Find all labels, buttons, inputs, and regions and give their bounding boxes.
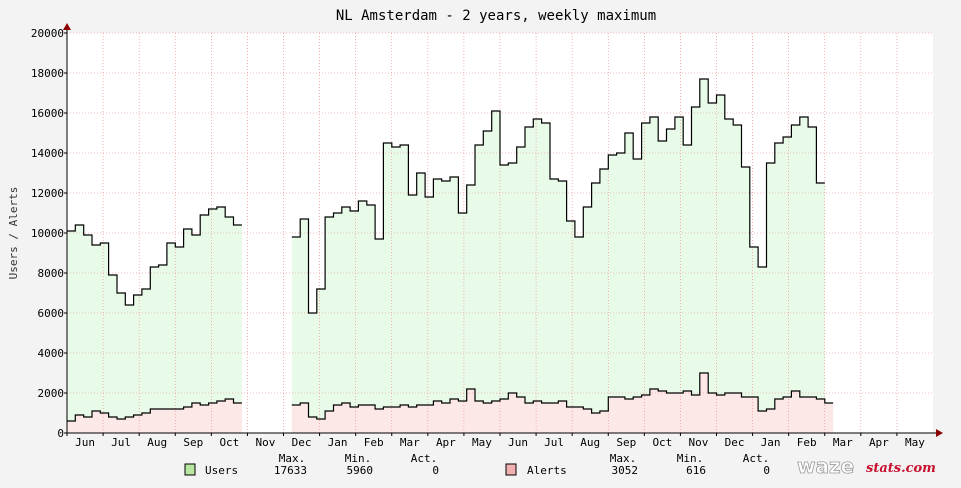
x-tick-label-11: May	[472, 436, 492, 449]
x-tick-label-4: Oct	[219, 436, 239, 449]
y-tick-label-10000: 10000	[31, 227, 64, 240]
x-tick-label-1: Jul	[111, 436, 131, 449]
series-lines	[67, 78, 834, 422]
y-tick-label-0: 0	[57, 427, 64, 440]
series-fills	[67, 79, 834, 433]
chart-title: NL Amsterdam - 2 years, weekly maximum	[336, 8, 656, 24]
x-tick-label-3: Sep	[183, 436, 203, 449]
y-tick-label-20000: 20000	[31, 27, 64, 40]
legend-header-min-users: Min.	[345, 452, 372, 465]
legend-users-max: 17633	[274, 464, 307, 477]
legend-header-max-users: Max.	[279, 452, 306, 465]
x-tick-label-21: Mar	[833, 436, 853, 449]
x-tick-label-22: Apr	[869, 436, 889, 449]
legend-label-alerts: Alerts	[527, 464, 567, 477]
x-tick-label-15: Sep	[616, 436, 636, 449]
legend-header-act-alerts: Act.	[743, 452, 770, 465]
x-tick-label-10: Apr	[436, 436, 456, 449]
x-tick-label-14: Aug	[580, 436, 600, 449]
x-tick-label-12: Jun	[508, 436, 528, 449]
wazestats-logo: waze stats.com	[797, 454, 936, 479]
grid-lines	[67, 32, 933, 433]
legend-alerts-max: 3052	[612, 464, 639, 477]
x-tick-labels: Jun Jul Aug Sep Oct Nov Dec Jan Feb Mar Apr May Jun J…	[75, 436, 925, 449]
y-tick-label-16000: 16000	[31, 107, 64, 120]
x-tick-label-19: Jan	[761, 436, 781, 449]
x-tick-label-18: Dec	[725, 436, 745, 449]
legend-alerts-act: 0	[763, 464, 770, 477]
alerts-area-segment-1	[291, 373, 834, 433]
y-tick-labels: 0 2000 4000 6000 8000 10000 12000 14000 16000 180…	[31, 27, 64, 440]
users-line-segment-0	[67, 206, 242, 306]
legend-users-min: 5960	[347, 464, 374, 477]
axes	[63, 23, 943, 437]
x-tick-label-0: Jun	[75, 436, 95, 449]
alerts-line-segment-1	[291, 372, 834, 420]
y-axis-arrow	[63, 23, 71, 30]
x-tick-label-20: Feb	[797, 436, 817, 449]
legend-users-act: 0	[432, 464, 439, 477]
x-tick-label-16: Oct	[652, 436, 672, 449]
users-area-segment-0	[67, 207, 242, 433]
logo-waze: waze	[797, 454, 854, 478]
alerts-line-segment-0	[67, 398, 242, 422]
legend-header-max-alerts: Max.	[610, 452, 637, 465]
legend-header-min-alerts: Min.	[677, 452, 704, 465]
x-tick-label-6: Dec	[292, 436, 312, 449]
x-tick-label-2: Aug	[147, 436, 167, 449]
y-axis-label: Users / Alerts	[7, 187, 20, 280]
legend-label-users: Users	[205, 464, 238, 477]
x-tick-label-23: May	[905, 436, 925, 449]
legend: Max. Min. Act. Users 17633 5960 0 Max. M…	[184, 452, 770, 477]
y-tick-label-8000: 8000	[38, 267, 65, 280]
users-area-segment-1	[291, 79, 825, 433]
x-tick-label-7: Jan	[328, 436, 348, 449]
y-tick-label-12000: 12000	[31, 187, 64, 200]
y-tick-label-18000: 18000	[31, 67, 64, 80]
users-line-segment-1	[291, 78, 825, 314]
x-tick-label-5: Nov	[256, 436, 276, 449]
alerts-area-segment-0	[67, 399, 242, 433]
logo-stats: stats.com	[866, 461, 936, 476]
x-axis-arrow	[936, 429, 943, 437]
legend-alerts-min: 616	[686, 464, 706, 477]
y-tick-label-2000: 2000	[38, 387, 65, 400]
x-tick-label-9: Mar	[400, 436, 420, 449]
y-tick-label-6000: 6000	[38, 307, 65, 320]
y-tick-label-14000: 14000	[31, 147, 64, 160]
legend-header-act-users: Act.	[411, 452, 438, 465]
legend-swatch-users	[184, 463, 196, 476]
x-tick-label-17: Nov	[689, 436, 709, 449]
legend-swatch-alerts	[505, 463, 517, 476]
y-tick-label-4000: 4000	[38, 347, 65, 360]
x-tick-label-13: Jul	[544, 436, 564, 449]
x-tick-label-8: Feb	[364, 436, 384, 449]
